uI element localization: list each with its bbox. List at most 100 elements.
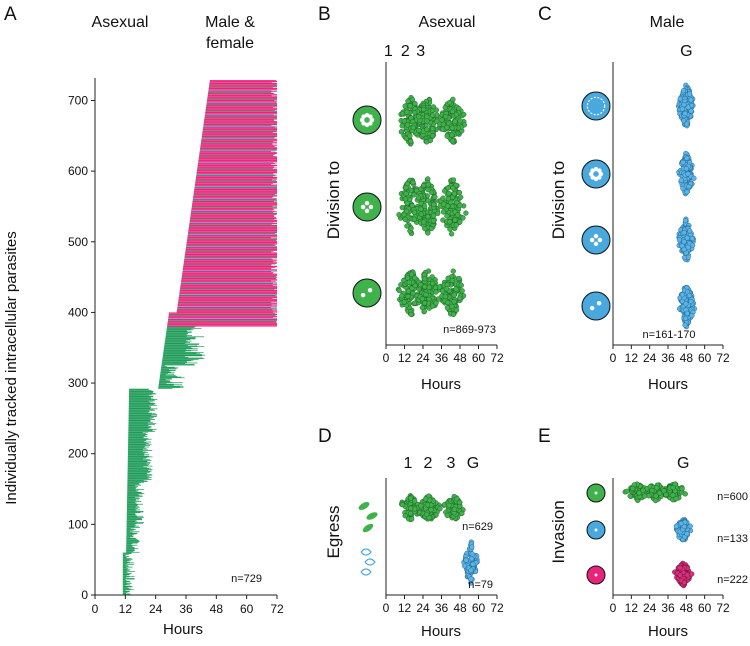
lifeline-bar xyxy=(206,104,277,106)
lifeline-bar xyxy=(126,548,139,550)
lifeline-bar xyxy=(127,463,147,465)
lifeline-bar xyxy=(158,385,174,386)
male-16-icon-body xyxy=(581,91,611,121)
lifeline-bar xyxy=(201,138,277,140)
lifeline-bar xyxy=(162,356,189,358)
lifeline-bar xyxy=(127,481,148,482)
lifeline-bar xyxy=(126,525,136,526)
lifeline-bar xyxy=(206,100,275,102)
lifeline-bar xyxy=(128,425,148,427)
lifeline-bar xyxy=(127,478,150,480)
lifeline-bar xyxy=(128,402,151,403)
data-point xyxy=(405,293,411,300)
xtick-label: 24 xyxy=(643,351,657,365)
lifeline-bar xyxy=(126,518,142,519)
data-point xyxy=(451,292,457,298)
lifeline-bar xyxy=(190,216,275,218)
lifeline-bar xyxy=(192,203,277,205)
xtick-label: 24 xyxy=(643,601,657,615)
panel-a-ytick-label: 300 xyxy=(68,376,88,390)
lifeline-bar xyxy=(126,522,143,524)
lifeline-bar xyxy=(159,382,183,384)
panel-d-ylabel: Egress xyxy=(324,506,343,559)
lifeline-bar xyxy=(190,217,277,219)
data-point xyxy=(683,301,689,307)
lifeline-bar xyxy=(158,383,174,385)
lifeline-bar xyxy=(167,320,277,321)
lifeline-bar xyxy=(127,495,140,497)
lifeline-bar xyxy=(203,123,277,125)
lifeline-bar xyxy=(166,326,196,328)
data-point xyxy=(446,99,453,106)
lifeline-bar xyxy=(208,91,277,93)
panel-e-row-icons xyxy=(586,483,606,585)
lifeline-bar xyxy=(128,433,148,435)
data-point xyxy=(452,119,458,125)
panel-c-swarms xyxy=(675,82,698,330)
lifeline-bar xyxy=(181,278,276,280)
lifeline-bar xyxy=(179,289,275,290)
lifeline-bar xyxy=(198,159,277,160)
lifeline-bar xyxy=(122,566,129,567)
lifeline-bar xyxy=(195,181,277,182)
lifeline-bar xyxy=(159,381,172,383)
lifeline-bar xyxy=(187,239,277,241)
lifeline-bar xyxy=(127,473,147,475)
lifeline-bar xyxy=(126,509,140,511)
lifeline-bar xyxy=(184,259,273,261)
lifeline-bar xyxy=(122,591,130,593)
lifeline-bar xyxy=(127,480,147,482)
lifeline-bar xyxy=(182,270,277,272)
lifeline-bar xyxy=(126,542,138,544)
lifeline-bar xyxy=(126,505,139,507)
panel-a-xtick-label: 36 xyxy=(179,602,193,616)
lifeline-bar xyxy=(207,99,277,101)
lifeline-bar xyxy=(203,124,277,126)
lifeline-bar xyxy=(189,221,277,222)
lifeline-bar xyxy=(166,327,195,328)
lifeline-bar xyxy=(126,524,135,526)
data-point xyxy=(405,98,411,104)
lifeline-bar xyxy=(194,187,277,189)
data-point xyxy=(444,213,450,219)
xtick-label: 36 xyxy=(435,351,449,365)
lifeline-bar xyxy=(205,108,277,109)
lifeline-bar xyxy=(127,474,152,475)
panel-b-xticks: 0 12 24 36 48 60 72 xyxy=(383,345,504,365)
data-point xyxy=(457,118,463,124)
data-point xyxy=(686,292,693,299)
lifeline-bar xyxy=(127,455,150,457)
lifeline-bar xyxy=(128,415,158,417)
data-point xyxy=(453,286,459,292)
lifeline-bar xyxy=(122,580,130,582)
data-point xyxy=(430,112,436,118)
lifeline-bar xyxy=(183,262,277,264)
lifeline-bar xyxy=(183,263,276,265)
merozoite-2-icon xyxy=(352,278,382,308)
lifeline-bar xyxy=(128,410,149,412)
xtick-label: 24 xyxy=(416,601,430,615)
lifeline-bar xyxy=(202,131,277,133)
panel-a-header-sexual-line1: Male & xyxy=(205,14,255,31)
lifeline-bar xyxy=(201,137,275,138)
lifeline-bar xyxy=(192,199,277,201)
lifeline-bar xyxy=(198,159,277,161)
lifeline-bar xyxy=(122,562,134,564)
lifeline-bar xyxy=(122,569,128,571)
lifeline-bar xyxy=(164,344,199,345)
data-point xyxy=(463,557,469,563)
lifeline-bar xyxy=(198,162,277,164)
xtick-label: 72 xyxy=(716,351,730,365)
lifeline-bar xyxy=(187,238,277,239)
lifeline-bar xyxy=(127,469,149,471)
data-point xyxy=(683,166,690,172)
lifeline-bar xyxy=(128,399,158,401)
lifeline-bar xyxy=(196,171,277,172)
panel-a-letter: A xyxy=(4,4,17,25)
lifeline-bar xyxy=(200,142,277,143)
lifeline-bar xyxy=(168,318,277,319)
data-point xyxy=(450,177,457,183)
lifeline-bar xyxy=(203,121,277,123)
lifeline-bar xyxy=(202,132,273,133)
